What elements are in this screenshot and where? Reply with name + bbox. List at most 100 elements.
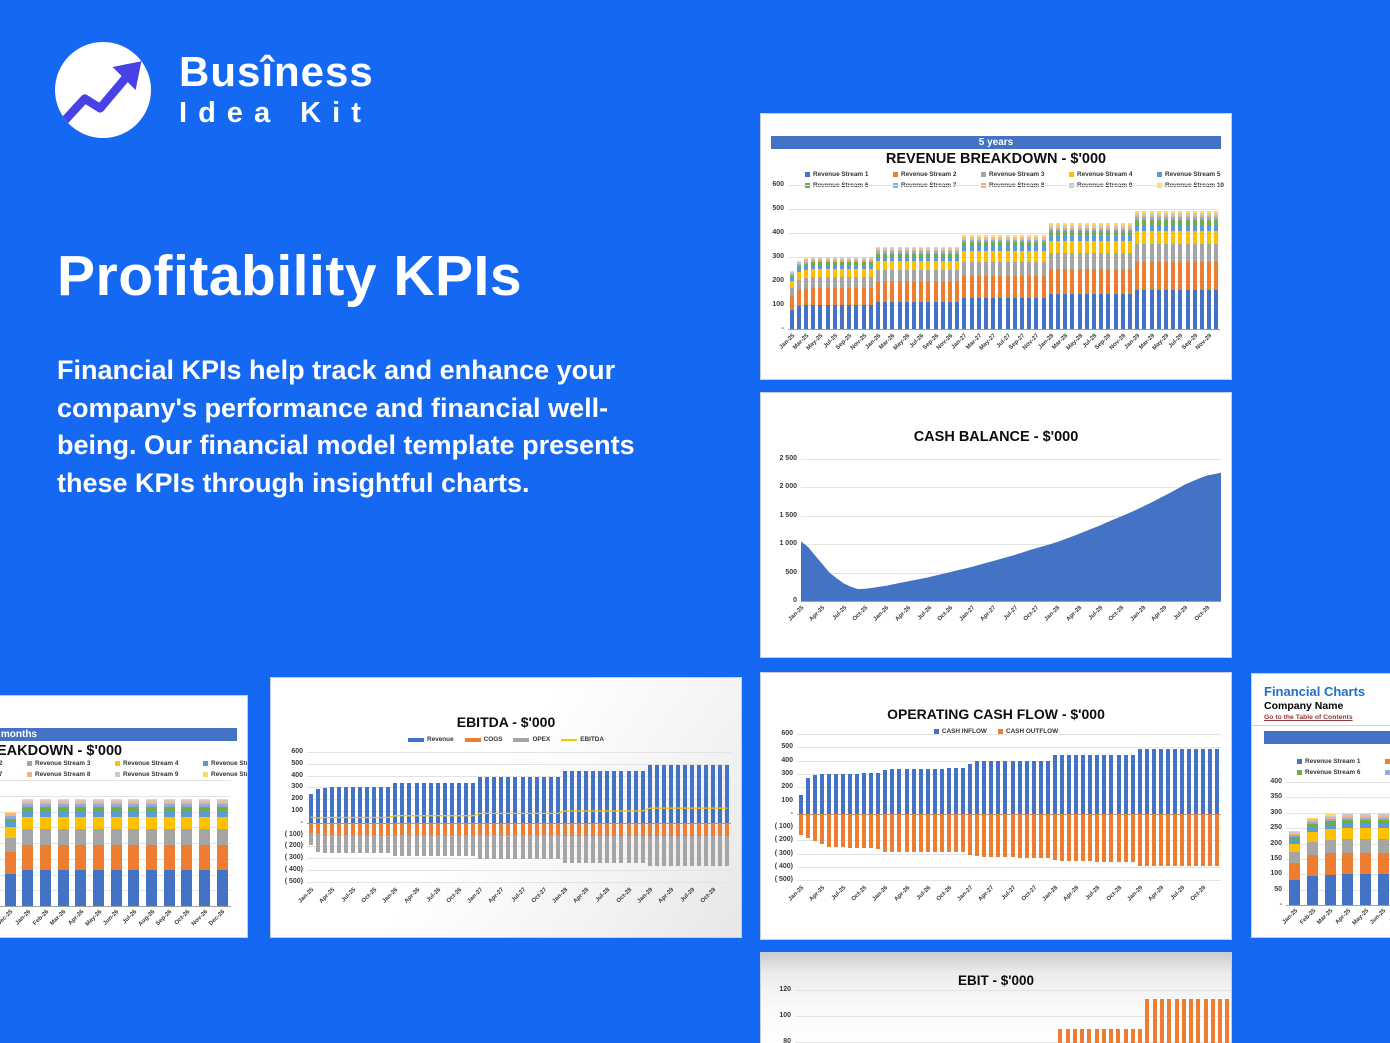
bar-segment: [1063, 228, 1068, 232]
bar-positive: [1144, 748, 1149, 814]
cash-balance-card: CASH BALANCE - $'000 2 500 2 000 1 500 1 00…: [760, 392, 1232, 658]
y-axis-label: 150: [1270, 855, 1282, 862]
bar-segment: [854, 304, 859, 329]
bar-segment: [876, 248, 880, 250]
bar-segment: [1099, 223, 1104, 225]
bar-segment: [1142, 261, 1147, 290]
bar-negative: [862, 813, 867, 849]
bar-segment: [1128, 226, 1132, 229]
bar-segment: [1149, 212, 1154, 215]
bar-segment: [4, 812, 16, 815]
bar-positive: [1151, 748, 1156, 814]
bar-segment: [811, 257, 816, 260]
bar-segment: [1034, 250, 1039, 262]
gridline: [788, 281, 1220, 282]
bar-segment: [919, 256, 924, 261]
bar-segment: [1207, 211, 1212, 213]
bar-segment: [1113, 226, 1118, 229]
bar-segment: [163, 804, 175, 807]
bar-negative: [855, 813, 860, 848]
bar-segment: [57, 800, 69, 803]
bar-segment: [962, 246, 967, 251]
gridline: [307, 870, 731, 871]
bar-segment: [1099, 231, 1104, 236]
bar-segment: [1342, 823, 1354, 829]
bar-segment: [919, 249, 924, 252]
bar-negative: [456, 822, 461, 835]
bar-segment: [1342, 852, 1354, 875]
bar-segment: [1142, 224, 1147, 231]
bar-negative: [449, 834, 454, 856]
y-axis-label: ( 200): [774, 836, 793, 844]
bar-segment: [1377, 874, 1389, 906]
bar-segment: [811, 277, 816, 288]
bar-positive: [1003, 761, 1008, 814]
bar-segment: [1377, 812, 1389, 815]
bar-segment: [1342, 814, 1354, 816]
bar-segment: [1077, 240, 1082, 253]
bar-negative: [869, 813, 874, 849]
bar-segment: [1200, 261, 1204, 290]
bar-segment: [912, 251, 916, 254]
bar-segment: [1027, 261, 1032, 276]
bar-segment: [1214, 261, 1219, 290]
bar-segment: [1041, 236, 1046, 239]
bar-segment: [832, 257, 837, 258]
bar-segment: [4, 827, 16, 838]
bar-segment: [868, 265, 873, 269]
bar-negative: [1123, 813, 1128, 862]
bar-negative: [570, 835, 574, 863]
bar-segment: [110, 816, 122, 829]
bar-segment: [847, 259, 852, 261]
bar-segment: [1360, 828, 1371, 839]
bar-negative: [499, 835, 504, 860]
bar-segment: [1048, 231, 1053, 236]
bar-segment: [1135, 230, 1140, 245]
bar-segment: [1164, 220, 1168, 225]
bar-negative: [626, 835, 631, 863]
bar-segment: [1142, 211, 1147, 213]
bar-segment: [181, 844, 193, 871]
bar-segment: [1106, 240, 1111, 253]
bar-negative: [386, 834, 391, 853]
bar-segment: [883, 249, 888, 252]
legend-marker-icon: [1069, 172, 1074, 177]
bar-segment: [832, 259, 837, 261]
bar-segment: [897, 249, 902, 252]
bar-positive: [904, 768, 909, 814]
bar-negative: [442, 822, 447, 835]
bar-negative: [513, 835, 518, 860]
y-axis-label: 0: [793, 597, 797, 604]
bar-segment: [1178, 211, 1183, 213]
table-of-contents-link[interactable]: Go to the Table of Contents: [1264, 714, 1353, 721]
bar-segment: [832, 277, 837, 288]
bar-segment: [1324, 829, 1336, 840]
bar-segment: [948, 253, 952, 257]
legend-marker-icon: [27, 772, 32, 777]
bar-segment: [1164, 211, 1168, 213]
bar-segment: [976, 250, 981, 262]
bar-segment: [1048, 240, 1053, 253]
bar-segment: [1128, 228, 1132, 232]
bar-segment: [919, 282, 924, 302]
bar-segment: [940, 248, 945, 250]
legend-label: EBITDA: [580, 736, 605, 743]
bar-segment: [22, 811, 34, 817]
bar-segment: [969, 250, 974, 262]
bar-segment: [199, 806, 210, 812]
bar-segment: [861, 287, 866, 305]
bar-segment: [1048, 224, 1053, 227]
bar-segment: [1099, 226, 1104, 229]
bar-segment: [962, 275, 967, 298]
bar-segment: [926, 251, 931, 254]
bar-segment: [1099, 240, 1104, 253]
bar-segment: [955, 260, 960, 271]
bar-segment: [984, 235, 988, 237]
bar-negative: [654, 835, 659, 866]
bar-segment: [998, 235, 1003, 237]
bar-segment: [1034, 246, 1039, 251]
bar-segment: [976, 246, 981, 251]
bar-segment: [969, 242, 974, 247]
bar-segment: [876, 256, 880, 261]
y-axis-label: 100: [779, 1012, 791, 1019]
